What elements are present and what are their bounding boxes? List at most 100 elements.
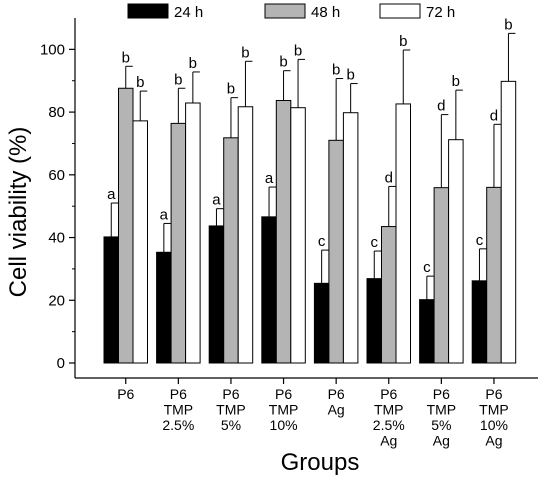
- bar: [366, 278, 382, 364]
- y-tick-label: 60: [48, 167, 65, 184]
- x-axis-title: Groups: [281, 449, 360, 476]
- x-category-label-line: P6: [222, 386, 239, 402]
- x-category-label-line: TMP: [427, 402, 457, 418]
- x-category-label: P6: [117, 386, 134, 402]
- significance-label: b: [189, 55, 197, 72]
- x-category-label-line: P6: [275, 386, 292, 402]
- significance-label: b: [174, 71, 182, 88]
- x-category-label-line: Ag: [380, 433, 397, 449]
- bar: [237, 106, 254, 364]
- legend-swatch: [379, 3, 421, 19]
- axes: 0 20 40 60 80 100: [40, 18, 538, 379]
- x-category-label-line: P6: [433, 386, 450, 402]
- significance-label: a: [160, 206, 169, 223]
- significance-label: b: [122, 49, 130, 66]
- bar: [448, 139, 464, 364]
- x-category-label: P6 TMP 5%: [216, 386, 246, 433]
- x-category-label-line: 10%: [270, 417, 298, 433]
- x-category-label: P6 TMP 10% Ag: [479, 386, 509, 449]
- legend-label: 24 h: [174, 4, 203, 21]
- significance-label: b: [241, 44, 249, 61]
- significance-label: b: [399, 33, 407, 50]
- significance-label: c: [476, 232, 484, 249]
- bar: [500, 80, 517, 364]
- x-category-label-line: 5%: [431, 417, 451, 433]
- bar: [471, 280, 488, 364]
- legend: 24 h 48 h 72 h: [127, 3, 455, 21]
- legend-swatch: [264, 3, 306, 19]
- x-category-label: P6 TMP 2.5% Ag: [373, 386, 405, 449]
- bar: [156, 251, 172, 364]
- x-category-label-line: P6: [328, 386, 345, 402]
- significance-label: c: [318, 233, 326, 250]
- bar: [170, 122, 187, 364]
- x-category-label: P6 Ag: [328, 386, 345, 418]
- y-tick-label: 100: [40, 41, 65, 58]
- bar: [433, 187, 450, 364]
- x-category-label-line: 2.5%: [162, 417, 194, 433]
- significance-label: b: [227, 81, 235, 98]
- legend-swatch: [127, 3, 169, 19]
- bar: [223, 137, 239, 364]
- bar: [290, 107, 306, 364]
- bar: [118, 87, 134, 364]
- bar: [395, 103, 411, 364]
- significance-label: b: [504, 16, 512, 33]
- x-category-label-line: P6: [170, 386, 187, 402]
- bar: [208, 225, 225, 364]
- significance-label: c: [371, 234, 379, 251]
- x-category-label-line: 10%: [480, 417, 508, 433]
- significance-label: a: [265, 170, 274, 187]
- x-category-label-line: TMP: [164, 402, 194, 418]
- significance-label: a: [107, 186, 116, 203]
- bar: [328, 139, 344, 364]
- x-category-label-line: P6: [485, 386, 502, 402]
- x-category-label-line: TMP: [374, 402, 404, 418]
- x-category-label-line: TMP: [216, 402, 246, 418]
- significance-label: b: [294, 42, 302, 59]
- bar: [342, 112, 359, 364]
- bar: [132, 120, 148, 364]
- x-category-label-line: 5%: [221, 417, 241, 433]
- y-axis-ticks: 0 20 40 60 80 100: [40, 41, 75, 372]
- x-category-label-line: TMP: [479, 402, 509, 418]
- bar: [275, 99, 292, 364]
- x-category-label-line: TMP: [269, 402, 299, 418]
- x-category-label-line: 2.5%: [373, 417, 405, 433]
- x-category-label-line: Ag: [485, 433, 502, 449]
- significance-label: c: [423, 259, 431, 276]
- bar: [381, 226, 397, 364]
- y-tick-label: 80: [48, 104, 65, 121]
- legend-label: 48 h: [311, 4, 340, 21]
- y-axis-title: Cell viability (%): [5, 127, 32, 298]
- bar: [419, 299, 435, 364]
- significance-label: b: [452, 73, 460, 90]
- significance-label: d: [490, 107, 498, 124]
- x-category-label: P6 TMP 2.5%: [162, 386, 194, 433]
- significance-label: d: [385, 169, 393, 186]
- bar: [313, 282, 330, 364]
- bar: [486, 186, 502, 364]
- significance-label: b: [346, 67, 354, 84]
- y-tick-label: 0: [57, 355, 65, 372]
- significance-label: b: [279, 54, 287, 71]
- significance-label: b: [332, 62, 340, 79]
- y-tick-label: 40: [48, 230, 65, 247]
- significance-label: a: [212, 192, 221, 209]
- y-tick-label: 20: [48, 292, 65, 309]
- bar: [103, 236, 119, 364]
- bar: [261, 216, 277, 364]
- x-category-label-line: Ag: [433, 433, 450, 449]
- x-category-label: P6 TMP 10%: [269, 386, 299, 433]
- legend-label: 72 h: [426, 4, 455, 21]
- bar: [185, 102, 201, 364]
- x-category-label-line: Ag: [328, 402, 345, 418]
- x-category-label: P6 TMP 5% Ag: [427, 386, 457, 449]
- significance-label: b: [136, 74, 144, 91]
- x-category-label-line: P6: [380, 386, 397, 402]
- x-category-label-line: P6: [117, 386, 134, 402]
- significance-label: d: [437, 98, 445, 115]
